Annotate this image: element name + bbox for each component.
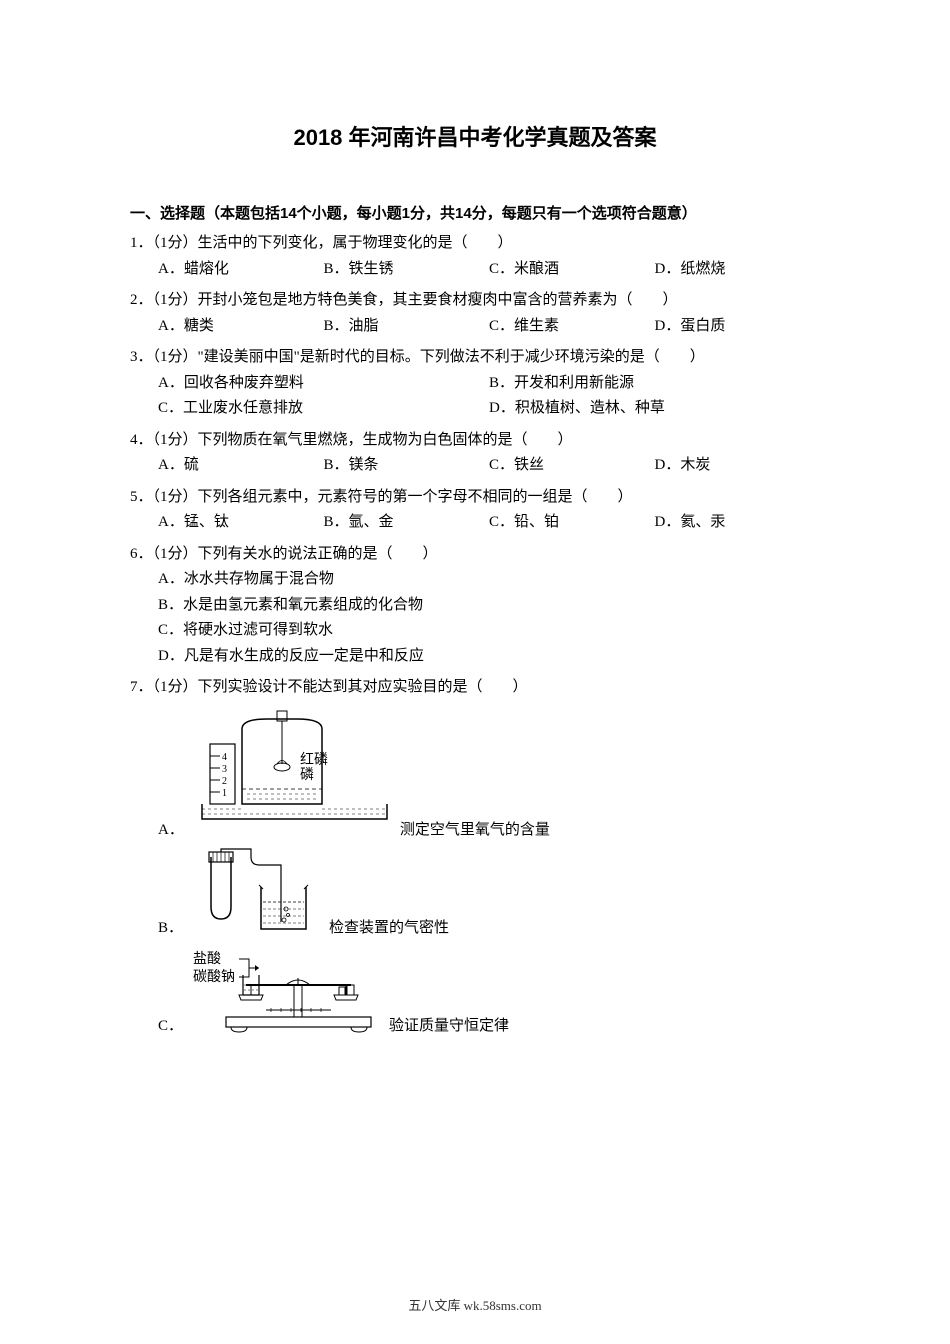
options-row: A．硫 B．镁条 C．铁丝 D．木炭 [130, 453, 820, 479]
option-b: B．氩、金 [324, 510, 490, 536]
question-5: 5．（1分）下列各组元素中，元素符号的第一个字母不相同的一组是（ ） A．锰、钛… [130, 485, 820, 536]
figure-caption: 验证质量守恒定律 [389, 1014, 509, 1035]
option-a: A．锰、钛 [158, 510, 324, 536]
option-a: A．蜡熔化 [158, 257, 324, 283]
question-text: 6．（1分）下列有关水的说法正确的是（ ） [130, 542, 820, 568]
option-a: A．冰水共存物属于混合物 [130, 567, 820, 593]
question-3: 3．（1分）"建设美丽中国"是新时代的目标。下列做法不利于减少环境污染的是（ ）… [130, 345, 820, 422]
option-c: C．米酿酒 [489, 257, 655, 283]
option-c: C．铅、铂 [489, 510, 655, 536]
figure-caption: 测定空气里氧气的含量 [400, 818, 550, 839]
question-text: 7．（1分）下列实验设计不能达到其对应实验目的是（ ） [130, 675, 820, 701]
footer-text: 五八文库 wk.58sms.com [0, 1295, 950, 1314]
option-a: A．糖类 [158, 314, 324, 340]
option-c: C．铁丝 [489, 453, 655, 479]
svg-text:4: 4 [222, 752, 227, 763]
question-text: 5．（1分）下列各组元素中，元素符号的第一个字母不相同的一组是（ ） [130, 485, 820, 511]
options-row: A．糖类 B．油脂 C．维生素 D．蛋白质 [130, 314, 820, 340]
option-d: D．木炭 [655, 453, 821, 479]
apparatus-b-icon [191, 847, 321, 937]
question-text: 3．（1分）"建设美丽中国"是新时代的目标。下列做法不利于减少环境污染的是（ ） [130, 345, 820, 371]
options-row: A．蜡熔化 B．铁生锈 C．米酿酒 D．纸燃烧 [130, 257, 820, 283]
question-2: 2．（1分）开封小笼包是地方特色美食，其主要食材瘦肉中富含的营养素为（ ） A．… [130, 288, 820, 339]
svg-text:1: 1 [222, 788, 227, 799]
option-b: B．油脂 [324, 314, 490, 340]
option-d: D．凡是有水生成的反应一定是中和反应 [130, 644, 820, 670]
svg-text:盐酸: 盐酸 [193, 951, 221, 967]
question-text: 2．（1分）开封小笼包是地方特色美食，其主要食材瘦肉中富含的营养素为（ ） [130, 288, 820, 314]
figure-option-b: B． 检查装置的气密性 [130, 847, 820, 937]
option-b: B．开发和利用新能源 [489, 371, 820, 397]
figure-option-a: A． 红磷 磷 4 3 2 1 测定空气里氧气的含量 [130, 709, 820, 839]
option-c: C．维生素 [489, 314, 655, 340]
options-two-col: A．回收各种废弃塑料 B．开发和利用新能源 C．工业废水任意排放 D．积极植树、… [130, 371, 820, 422]
option-b: B．镁条 [324, 453, 490, 479]
option-a: A．硫 [158, 453, 324, 479]
option-d: D．蛋白质 [655, 314, 821, 340]
figure-label: A． [158, 818, 184, 839]
svg-text:碳酸钠: 碳酸钠 [193, 969, 235, 985]
question-text: 4．（1分）下列物质在氧气里燃烧，生成物为白色固体的是（ ） [130, 428, 820, 454]
question-7: 7．（1分）下列实验设计不能达到其对应实验目的是（ ） [130, 675, 820, 701]
option-d: D．积极植树、造林、种草 [489, 396, 820, 422]
question-4: 4．（1分）下列物质在氧气里燃烧，生成物为白色固体的是（ ） A．硫 B．镁条 … [130, 428, 820, 479]
question-6: 6．（1分）下列有关水的说法正确的是（ ） A．冰水共存物属于混合物 B．水是由… [130, 542, 820, 670]
section-header: 一、选择题（本题包括14个小题，每小题1分，共14分，每题只有一个选项符合题意） [130, 202, 820, 223]
apparatus-c-icon: 盐酸 碳酸钠 [191, 945, 381, 1035]
option-a: A．回收各种废弃塑料 [158, 371, 489, 397]
option-d: D．纸燃烧 [655, 257, 821, 283]
figure-label: B． [158, 916, 183, 937]
figure-label: C． [158, 1014, 183, 1035]
question-1: 1．（1分）生活中的下列变化，属于物理变化的是（ ） A．蜡熔化 B．铁生锈 C… [130, 231, 820, 282]
option-c: C．工业废水任意排放 [158, 396, 489, 422]
question-text: 1．（1分）生活中的下列变化，属于物理变化的是（ ） [130, 231, 820, 257]
option-b: B．水是由氢元素和氧元素组成的化合物 [130, 593, 820, 619]
option-c: C．将硬水过滤可得到软水 [130, 618, 820, 644]
figure-caption: 检查装置的气密性 [329, 916, 449, 937]
svg-text:磷: 磷 [300, 767, 314, 783]
apparatus-a-icon: 红磷 磷 4 3 2 1 [192, 709, 392, 839]
options-row: A．锰、钛 B．氩、金 C．铅、铂 D．氦、汞 [130, 510, 820, 536]
svg-text:红磷: 红磷 [300, 752, 328, 768]
svg-text:3: 3 [222, 764, 227, 775]
option-d: D．氦、汞 [655, 510, 821, 536]
option-b: B．铁生锈 [324, 257, 490, 283]
svg-text:2: 2 [222, 776, 227, 787]
figure-option-c: C． 盐酸 碳酸钠 [130, 945, 820, 1035]
page-title: 2018 年河南许昌中考化学真题及答案 [130, 120, 820, 152]
